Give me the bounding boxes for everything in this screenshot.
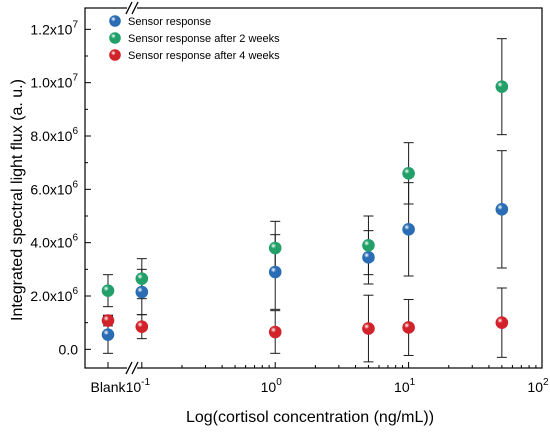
- data-point: [495, 80, 509, 93]
- legend-label: Sensor response after 2 weeks: [128, 33, 280, 45]
- data-point: [101, 284, 115, 297]
- axis-break-mark: [125, 1, 133, 15]
- y-tick-label: 0.0: [59, 341, 79, 357]
- data-point: [135, 320, 149, 333]
- y-tick-label: 1.2x107: [30, 19, 78, 37]
- x-tick-label: 100: [261, 377, 283, 395]
- data-point: [101, 314, 115, 327]
- y-tick-label: 1.0x107: [30, 73, 78, 91]
- data-point: [135, 272, 149, 285]
- y-tick-label: 4.0x106: [30, 233, 78, 251]
- legend-marker: [109, 15, 121, 27]
- axis-break-gap-bottom: [127, 364, 137, 372]
- y-axis-title: Integrated spectral light flux (a. u.): [9, 79, 26, 321]
- error-bars: [103, 38, 507, 363]
- data-point: [362, 322, 375, 335]
- legend: Sensor response Sensor response after 2 w…: [109, 15, 280, 62]
- axis-break-mark: [125, 361, 133, 375]
- x-tick-label: 10-1: [126, 377, 151, 395]
- axis-break-mark: [131, 361, 139, 375]
- data-point: [402, 223, 415, 236]
- y-tick-label: 2.0x106: [30, 286, 78, 304]
- legend-label: Sensor response: [128, 16, 211, 28]
- data-point: [495, 203, 509, 216]
- y-tick-label: 6.0x106: [30, 179, 78, 197]
- axis-ticks: 0.0 2.0x106 4.0x106 6.0x106 8.0x106 1.0x107 1.…: [30, 19, 549, 395]
- data-point: [362, 239, 375, 252]
- data-point: [495, 316, 509, 329]
- data-point: [101, 328, 115, 341]
- x-tick-label: 102: [527, 377, 549, 395]
- x-axis-title: Log(cortisol concentration (ng/mL)): [186, 409, 434, 426]
- axis-break-mark: [131, 1, 139, 15]
- axis-break-gap-top: [127, 4, 137, 12]
- data-point: [402, 167, 415, 180]
- data-points: [101, 80, 509, 341]
- axis-break-marks: [125, 1, 139, 375]
- data-point: [402, 321, 415, 334]
- x-tick-label-blank: Blank: [90, 379, 126, 395]
- data-point: [268, 325, 282, 339]
- data-point: [268, 241, 282, 255]
- legend-marker: [109, 32, 121, 44]
- x-tick-label: 101: [394, 377, 416, 395]
- legend-label: Sensor response after 4 weeks: [128, 50, 280, 62]
- data-point: [362, 251, 375, 264]
- plot-frame: [84, 7, 543, 369]
- data-point: [135, 285, 149, 299]
- data-point: [268, 265, 282, 279]
- legend-marker: [109, 49, 121, 61]
- y-tick-label: 8.0x106: [30, 126, 78, 144]
